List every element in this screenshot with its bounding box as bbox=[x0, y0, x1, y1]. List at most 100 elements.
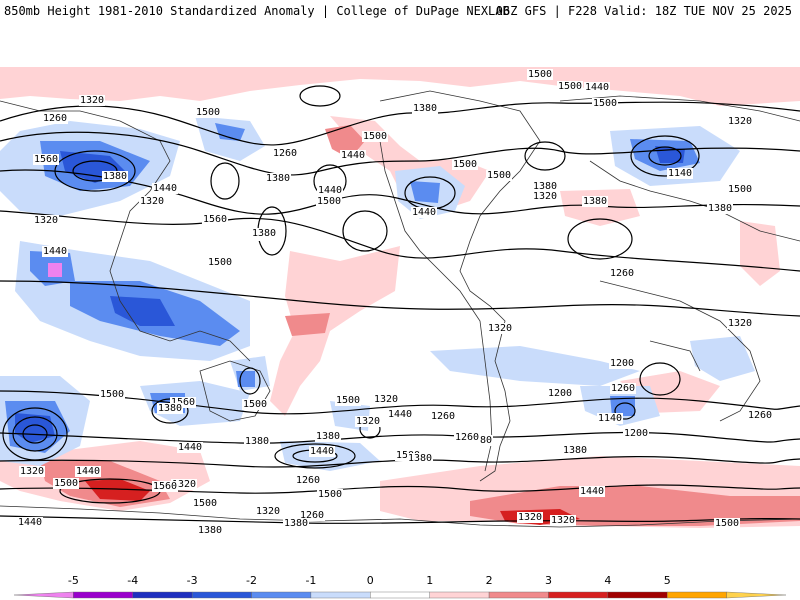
contour-label-bg bbox=[532, 191, 558, 202]
contour-line bbox=[0, 280, 800, 317]
contour-label: 1560 bbox=[34, 154, 58, 165]
positive-anomaly-region bbox=[560, 189, 640, 226]
contour-label: 1260 bbox=[273, 148, 297, 159]
contour-label-bg bbox=[592, 98, 618, 109]
contour-label-bg bbox=[157, 403, 183, 414]
contour-label-bg bbox=[99, 389, 125, 400]
contour-label-bg bbox=[667, 168, 693, 179]
contour-label: 1260 bbox=[43, 113, 67, 124]
contour-label-bg bbox=[411, 207, 437, 218]
negative-anomaly-region bbox=[236, 371, 255, 387]
contour-label: 1320 bbox=[356, 416, 380, 427]
negative-anomaly-region bbox=[215, 123, 245, 141]
contour-label: 1380 bbox=[252, 228, 276, 239]
contour-line bbox=[0, 515, 800, 525]
contour-label-bg bbox=[547, 388, 573, 399]
coastline-north-america bbox=[379, 90, 541, 482]
contour-label: 1320 bbox=[172, 479, 196, 490]
contour-label: 1500 bbox=[196, 107, 220, 118]
contour-ring bbox=[210, 162, 240, 200]
contour-label-bg bbox=[152, 183, 178, 194]
contour-label: 1500 bbox=[528, 69, 552, 80]
contour-label: 1440 bbox=[388, 409, 412, 420]
contour-label-bg bbox=[170, 397, 196, 408]
contour-label-bg bbox=[584, 82, 610, 93]
contour-label: 1320 bbox=[728, 318, 752, 329]
contour-label: 1320 bbox=[140, 196, 164, 207]
contour-ring bbox=[648, 146, 682, 166]
contour-label-bg bbox=[579, 486, 605, 497]
contour-label-bg bbox=[430, 411, 456, 422]
contour-line bbox=[0, 131, 800, 176]
legend-tick-label: 4 bbox=[604, 574, 611, 587]
contour-label-bg bbox=[17, 517, 43, 528]
contour-label: 1320 bbox=[728, 116, 752, 127]
contour-ring bbox=[524, 141, 566, 171]
contour-label: 1320 bbox=[34, 215, 58, 226]
contour-label-bg bbox=[487, 323, 513, 334]
contour-label-bg bbox=[532, 181, 558, 192]
contour-label-bg bbox=[407, 453, 433, 464]
contour-label: 1440 bbox=[153, 183, 177, 194]
contour-label: 1260 bbox=[300, 510, 324, 521]
negative-anomaly-region bbox=[610, 396, 635, 416]
contour-label-bg bbox=[610, 383, 636, 394]
positive-anomaly-region bbox=[740, 221, 780, 286]
contour-label-bg bbox=[171, 479, 197, 490]
contour-label-bg bbox=[33, 215, 59, 226]
legend-swatch bbox=[607, 591, 668, 599]
legend-tick-label: 1 bbox=[426, 574, 433, 587]
contour-label-bg bbox=[75, 466, 101, 477]
model-run-info: 06Z GFS | F228 Valid: 18Z TUE NOV 25 202… bbox=[495, 4, 792, 18]
contour-label: 1260 bbox=[611, 383, 635, 394]
contour-label: 1440 bbox=[178, 442, 202, 453]
contour-ring bbox=[239, 367, 261, 395]
contour-label-bg bbox=[340, 150, 366, 161]
contour-label-bg bbox=[335, 395, 361, 406]
contour-label-bg bbox=[33, 154, 59, 165]
contour-label-bg bbox=[362, 131, 388, 142]
contour-label-bg bbox=[317, 185, 343, 196]
contour-label: 1500 bbox=[715, 518, 739, 529]
legend-ticks: -5 -4 -3 -2 -1 0 1 2 3 4 5 bbox=[68, 574, 671, 587]
legend-swatch bbox=[251, 591, 312, 599]
contour-label: 1320 bbox=[80, 95, 104, 106]
negative-anomaly-region bbox=[410, 181, 440, 203]
contour-label: 1440 bbox=[76, 466, 100, 477]
contour-label-bg bbox=[79, 95, 105, 106]
contour-label: 1380 bbox=[413, 103, 437, 114]
contour-label-bg bbox=[42, 113, 68, 124]
contour-label: 1500 bbox=[453, 159, 477, 170]
legend-swatch bbox=[429, 591, 490, 599]
contour-label: 1500 bbox=[728, 184, 752, 195]
contour-label-bg bbox=[251, 228, 277, 239]
legend-swatch bbox=[310, 591, 371, 599]
contour-label-bg bbox=[316, 196, 342, 207]
contour-label-bg bbox=[373, 394, 399, 405]
legend-tick-label: -1 bbox=[305, 574, 316, 587]
contour-label: 1440 bbox=[310, 446, 334, 457]
contour-label-bg bbox=[265, 173, 291, 184]
coastline-antarctica bbox=[0, 505, 800, 528]
contour-label-bg bbox=[299, 510, 325, 521]
contour-label: 1500 bbox=[593, 98, 617, 109]
contour-label: 1380 bbox=[198, 525, 222, 536]
contour-label-bg bbox=[19, 466, 45, 477]
contour-label-bg bbox=[707, 203, 733, 214]
contour-label-bg bbox=[747, 410, 773, 421]
contour-label-bg bbox=[207, 257, 233, 268]
positive-anomaly-region bbox=[285, 313, 330, 336]
contour-ring bbox=[630, 135, 700, 177]
legend-tick-label: -3 bbox=[187, 574, 198, 587]
contour-label: 1500 bbox=[100, 389, 124, 400]
legend-swatch bbox=[132, 591, 193, 599]
contour-line bbox=[0, 210, 800, 272]
contour-label: 1500 bbox=[558, 81, 582, 92]
contour-ring bbox=[54, 150, 136, 192]
contour-ring bbox=[2, 407, 68, 461]
contour-label: 1440 bbox=[341, 150, 365, 161]
contour-label-bg bbox=[139, 196, 165, 207]
legend-tick-label: -2 bbox=[246, 574, 257, 587]
positive-anomaly-region bbox=[270, 246, 400, 416]
contour-label-bg bbox=[597, 413, 623, 424]
